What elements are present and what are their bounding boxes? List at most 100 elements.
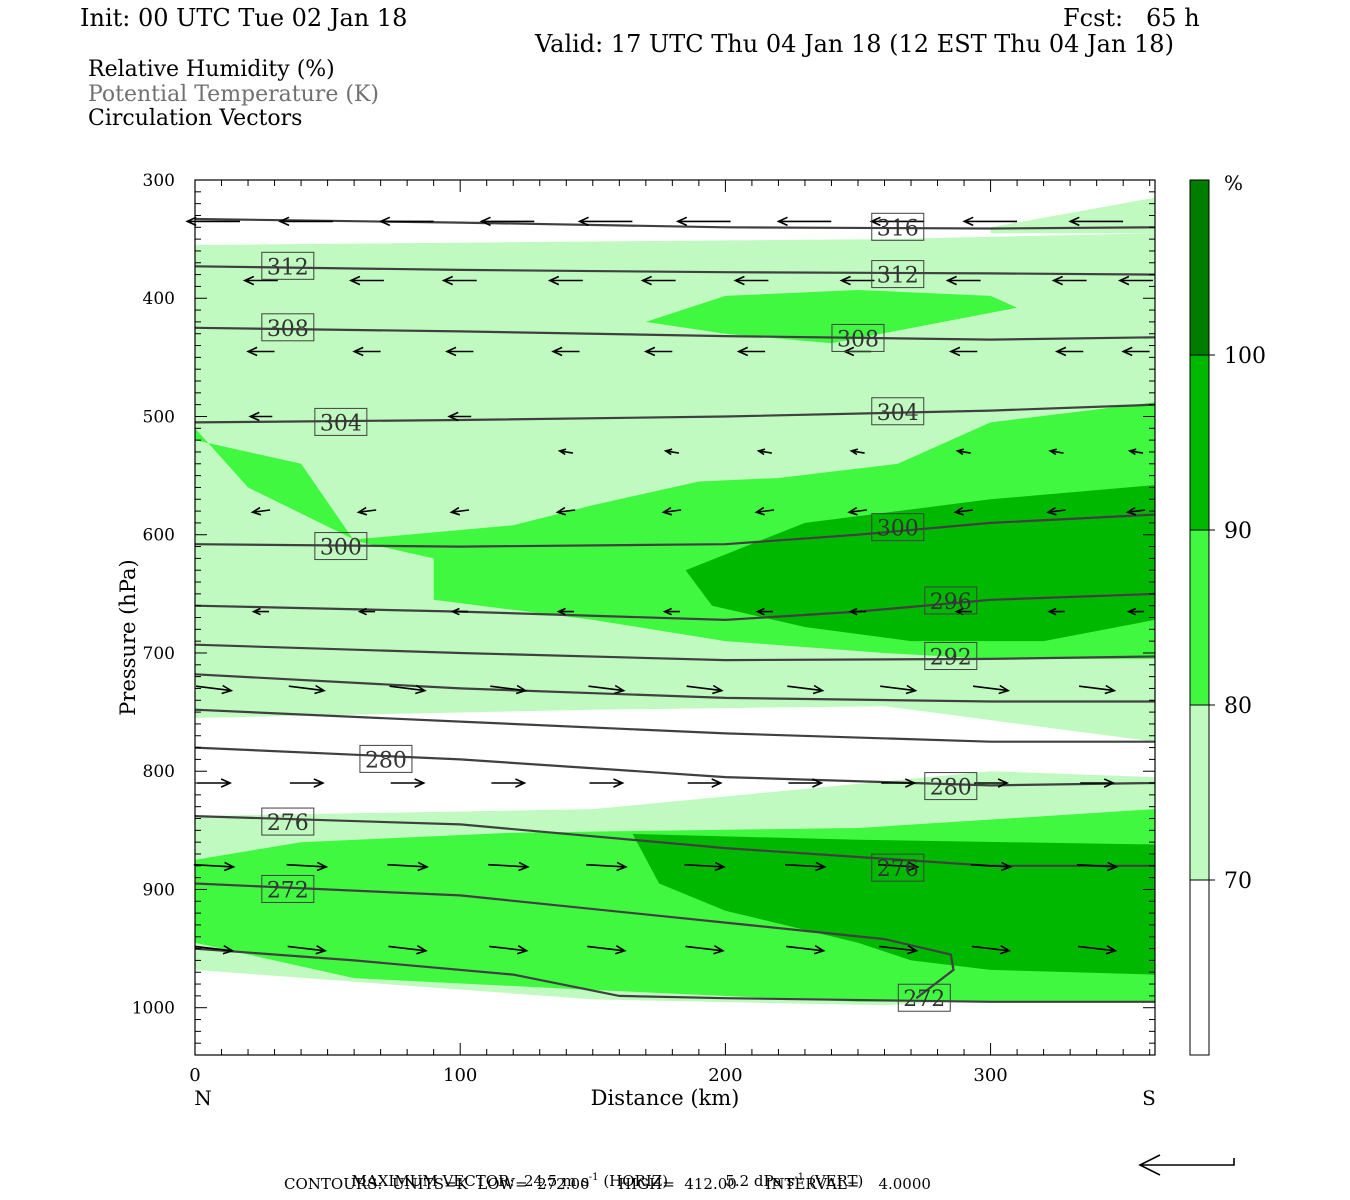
vector-7-3 bbox=[490, 684, 528, 695]
max-vector-line: MAXIMUM VECTOR: 24.5 m s-1 (HORIZ) 5.2 d… bbox=[342, 1158, 864, 1190]
x-tick-label: 100 bbox=[443, 1065, 477, 1086]
vector-7-9 bbox=[1079, 684, 1117, 695]
colorbar-segment-2 bbox=[1189, 529, 1210, 706]
vector-7-1 bbox=[288, 684, 326, 695]
vector-8-6 bbox=[788, 778, 824, 788]
rh-legend: Relative Humidity (%) bbox=[88, 57, 335, 82]
vector-8-2 bbox=[390, 778, 426, 788]
vector-8-5 bbox=[687, 778, 723, 788]
y-tick-label: 400 bbox=[143, 289, 175, 309]
contour-label-text: 308 bbox=[267, 317, 309, 342]
y-tick-label: 500 bbox=[143, 407, 175, 427]
theta-contour-0 bbox=[194, 217, 1156, 230]
y-tick-label: 900 bbox=[143, 880, 175, 900]
vector-5-9 bbox=[1125, 506, 1146, 516]
contour-label-box bbox=[871, 853, 925, 882]
rh-fill-90-100-6 bbox=[685, 485, 1155, 642]
vector-2-1 bbox=[352, 346, 381, 357]
contour-label-13: 280 bbox=[359, 744, 413, 773]
rh-fill-90-100-7 bbox=[632, 833, 1155, 975]
y-axis-label: Pressure (hPa) bbox=[116, 559, 140, 715]
contour-label-box bbox=[314, 407, 368, 436]
north-label: N bbox=[194, 1086, 212, 1110]
vector-10-1 bbox=[287, 945, 328, 955]
colorbar-segment-3 bbox=[1189, 354, 1210, 531]
contour-label-box bbox=[314, 532, 368, 561]
contour-label-box bbox=[831, 323, 885, 352]
vector-1-1 bbox=[348, 275, 384, 286]
contour-label-box bbox=[924, 642, 978, 671]
vector-1-2 bbox=[441, 275, 477, 286]
contour-label-box bbox=[871, 513, 925, 542]
contour-label-9: 296 bbox=[924, 586, 978, 615]
vector-2-9 bbox=[1121, 346, 1150, 357]
vector-5-4 bbox=[661, 506, 682, 516]
forecast-hour: Fcst: 65 h bbox=[1063, 4, 1200, 32]
vector-5-1 bbox=[356, 506, 377, 516]
vector-1-7 bbox=[945, 275, 981, 286]
contour-label-box bbox=[261, 313, 315, 342]
vector-2-2 bbox=[445, 346, 474, 357]
colorbar-label: 80 bbox=[1224, 694, 1252, 719]
vector-8-1 bbox=[289, 778, 325, 788]
vector-6-9 bbox=[1126, 607, 1145, 616]
max-vert-suffix: (VERT) bbox=[808, 1172, 864, 1190]
vector-4-4 bbox=[955, 448, 971, 456]
contour-label-8: 300 bbox=[871, 513, 925, 542]
circulation-vector-layer bbox=[185, 216, 1153, 955]
vector-6-5 bbox=[755, 607, 773, 616]
vector-5-5 bbox=[754, 506, 775, 516]
theta-contour-10 bbox=[194, 643, 1156, 662]
vector-8-3 bbox=[491, 778, 527, 788]
vector-8-9 bbox=[1080, 778, 1116, 788]
contour-label-5: 304 bbox=[314, 407, 368, 436]
contour-label-text: 300 bbox=[320, 536, 362, 561]
vector-2-8 bbox=[1054, 346, 1084, 357]
vector-6-1 bbox=[357, 607, 376, 616]
contour-label-box bbox=[359, 744, 413, 773]
vector-0-4 bbox=[577, 216, 633, 227]
contour-label-box bbox=[871, 260, 925, 289]
vector-9-2 bbox=[387, 861, 429, 872]
x-tick-label: 300 bbox=[973, 1065, 1007, 1086]
vector-6-2 bbox=[450, 607, 468, 616]
vector-9-5 bbox=[684, 861, 726, 872]
vector-5-3 bbox=[555, 506, 576, 516]
contour-label-text: 308 bbox=[837, 327, 879, 352]
vector-10-7 bbox=[879, 945, 919, 955]
vector-6-4 bbox=[662, 607, 680, 616]
theta-contour-1 bbox=[194, 265, 1156, 276]
contour-label-text: 312 bbox=[267, 255, 309, 280]
contour-label-14: 280 bbox=[924, 772, 978, 801]
max-horiz-exp: -1 bbox=[588, 1172, 599, 1183]
vector-1-5 bbox=[733, 275, 769, 286]
vector-9-6 bbox=[785, 861, 827, 872]
contour-label-box bbox=[261, 807, 315, 836]
x-axis-label: Distance (km) bbox=[591, 1086, 740, 1110]
vector-5-6 bbox=[847, 506, 867, 516]
south-label: S bbox=[1142, 1086, 1156, 1110]
vector-9-4 bbox=[586, 861, 628, 872]
vector-9-8 bbox=[970, 861, 1013, 872]
theta-contour-17 bbox=[194, 882, 955, 1000]
contour-label-layer: 316 312 312 308 308 304 304 300 300 296 292 280 280 2… bbox=[261, 212, 978, 1012]
contour-label-text: 280 bbox=[365, 748, 407, 773]
vector-0-8 bbox=[962, 216, 1017, 227]
max-vector-label: MAXIMUM VECTOR: bbox=[351, 1172, 515, 1190]
contour-label-3: 308 bbox=[261, 313, 315, 342]
vector-4-5 bbox=[1048, 448, 1064, 456]
colorbar-unit: % bbox=[1224, 171, 1243, 195]
vector-5-7 bbox=[953, 506, 973, 516]
max-horiz-suffix: (HORIZ) bbox=[603, 1172, 669, 1190]
vector-6-3 bbox=[556, 607, 574, 616]
vector-legend: Circulation Vectors bbox=[88, 106, 303, 131]
reference-vector bbox=[1138, 1154, 1235, 1176]
vector-3-1 bbox=[447, 411, 472, 422]
vector-2-4 bbox=[643, 346, 673, 357]
theta-contour-3 bbox=[194, 326, 1156, 341]
vector-0-0 bbox=[185, 216, 240, 227]
contour-label-18: 272 bbox=[897, 983, 951, 1012]
theta-contour-11 bbox=[194, 673, 1155, 703]
vector-4-6 bbox=[1127, 448, 1144, 456]
